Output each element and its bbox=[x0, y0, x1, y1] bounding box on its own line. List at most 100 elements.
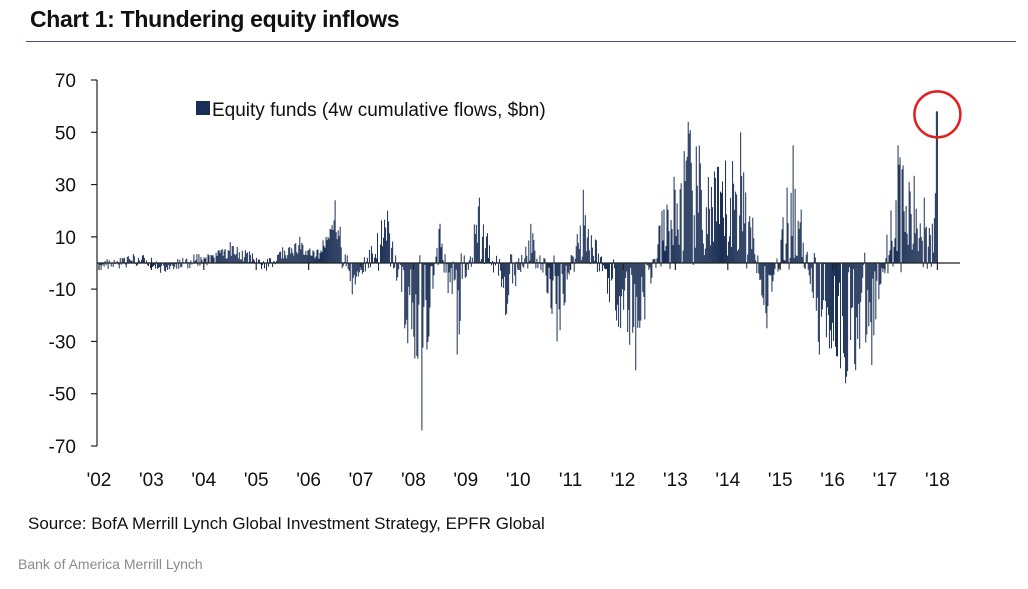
flow-bar bbox=[529, 260, 531, 263]
flow-bar bbox=[240, 259, 242, 263]
flow-bar bbox=[885, 258, 887, 263]
y-tick-label: 30 bbox=[55, 176, 76, 197]
flow-bar bbox=[449, 263, 451, 283]
flow-bar bbox=[753, 238, 755, 263]
flow-bar bbox=[303, 254, 305, 263]
flow-bar bbox=[821, 263, 823, 310]
flow-bar bbox=[255, 257, 257, 263]
flow-bar bbox=[565, 263, 567, 266]
flow-bar bbox=[352, 263, 354, 278]
flow-bar bbox=[506, 263, 508, 314]
flow-bar bbox=[393, 263, 395, 269]
flow-bar bbox=[712, 241, 714, 263]
flow-bar bbox=[872, 263, 874, 279]
flow-bar bbox=[320, 250, 322, 263]
flow-bar bbox=[369, 263, 371, 268]
flow-bar bbox=[236, 247, 238, 263]
y-tick-label: -70 bbox=[49, 437, 76, 458]
flow-bar bbox=[598, 263, 600, 272]
flow-bar bbox=[310, 255, 312, 263]
flow-bar bbox=[296, 252, 298, 263]
flow-bar bbox=[146, 263, 148, 266]
flow-bar bbox=[294, 244, 296, 263]
y-axis-ticks: 70 50 30 10 -10 -30 -50 -70 bbox=[49, 71, 97, 458]
title-divider bbox=[26, 41, 1016, 42]
flow-bar bbox=[416, 263, 418, 356]
flow-bar bbox=[318, 258, 320, 263]
flow-bar bbox=[117, 263, 119, 265]
flow-bar bbox=[128, 258, 130, 263]
flow-bar bbox=[557, 263, 559, 276]
flow-bar bbox=[390, 263, 392, 267]
flow-bar bbox=[218, 250, 220, 263]
flow-bar bbox=[400, 263, 402, 266]
flow-bar bbox=[805, 254, 807, 263]
flow-bar bbox=[636, 263, 638, 297]
flow-bar bbox=[264, 263, 266, 269]
flow-bar bbox=[231, 246, 233, 263]
flow-bar bbox=[366, 257, 368, 263]
flow-bar bbox=[445, 263, 447, 273]
flow-bar bbox=[249, 255, 251, 263]
flow-bar bbox=[505, 263, 507, 316]
flow-bar bbox=[697, 212, 699, 263]
flow-bar bbox=[237, 258, 239, 263]
flow-bar bbox=[880, 263, 882, 284]
flow-bar bbox=[852, 263, 854, 308]
flow-bar bbox=[453, 263, 455, 281]
flow-bar bbox=[683, 151, 685, 263]
flow-bar bbox=[791, 235, 793, 263]
flow-bar bbox=[389, 233, 391, 263]
flow-bar bbox=[526, 255, 528, 263]
flow-bar bbox=[812, 263, 814, 299]
flow-bar bbox=[335, 232, 337, 263]
flow-bar bbox=[776, 258, 778, 263]
flow-bar bbox=[422, 263, 424, 348]
flow-bar bbox=[781, 229, 783, 263]
flow-bar bbox=[594, 239, 596, 263]
flow-bar bbox=[742, 231, 744, 263]
flow-bar bbox=[844, 263, 846, 358]
flow-bar bbox=[442, 260, 444, 263]
flow-bar bbox=[519, 263, 521, 270]
flow-bar bbox=[642, 263, 644, 293]
flow-bar bbox=[609, 263, 611, 303]
flow-bar bbox=[473, 224, 475, 263]
flow-bar bbox=[150, 263, 152, 269]
flow-bar bbox=[243, 257, 245, 263]
flow-bar bbox=[528, 240, 530, 263]
flow-bar bbox=[797, 220, 799, 263]
flow-bar bbox=[286, 258, 288, 263]
flow-bar bbox=[145, 260, 147, 263]
flow-bar bbox=[682, 250, 684, 263]
flow-bar bbox=[916, 228, 918, 263]
flow-bar bbox=[502, 263, 504, 279]
flow-bar bbox=[142, 255, 144, 263]
flow-bar bbox=[729, 236, 731, 263]
flow-bar bbox=[289, 247, 291, 263]
flow-bar bbox=[334, 200, 336, 263]
flow-bar bbox=[200, 257, 202, 263]
flow-bar bbox=[695, 146, 697, 263]
flow-bar bbox=[890, 210, 892, 263]
flow-bar bbox=[827, 263, 829, 316]
flow-bar bbox=[206, 263, 208, 266]
flow-bar bbox=[169, 263, 171, 270]
flow-bar bbox=[412, 263, 414, 303]
flow-bar bbox=[401, 263, 403, 292]
flow-bar bbox=[127, 256, 129, 263]
flow-bar bbox=[470, 263, 472, 267]
flow-bar bbox=[116, 260, 118, 263]
flow-bar bbox=[515, 263, 517, 287]
flow-bar bbox=[305, 251, 307, 263]
flow-bar bbox=[769, 263, 771, 276]
flow-bar bbox=[662, 240, 664, 263]
flow-bar bbox=[160, 263, 162, 273]
flow-bar bbox=[760, 263, 762, 280]
flow-bar bbox=[405, 263, 407, 325]
flow-bar bbox=[886, 234, 888, 263]
flow-bar bbox=[777, 263, 779, 272]
flow-bar bbox=[770, 263, 772, 276]
flow-bar bbox=[643, 263, 645, 297]
flow-bar bbox=[648, 263, 650, 270]
